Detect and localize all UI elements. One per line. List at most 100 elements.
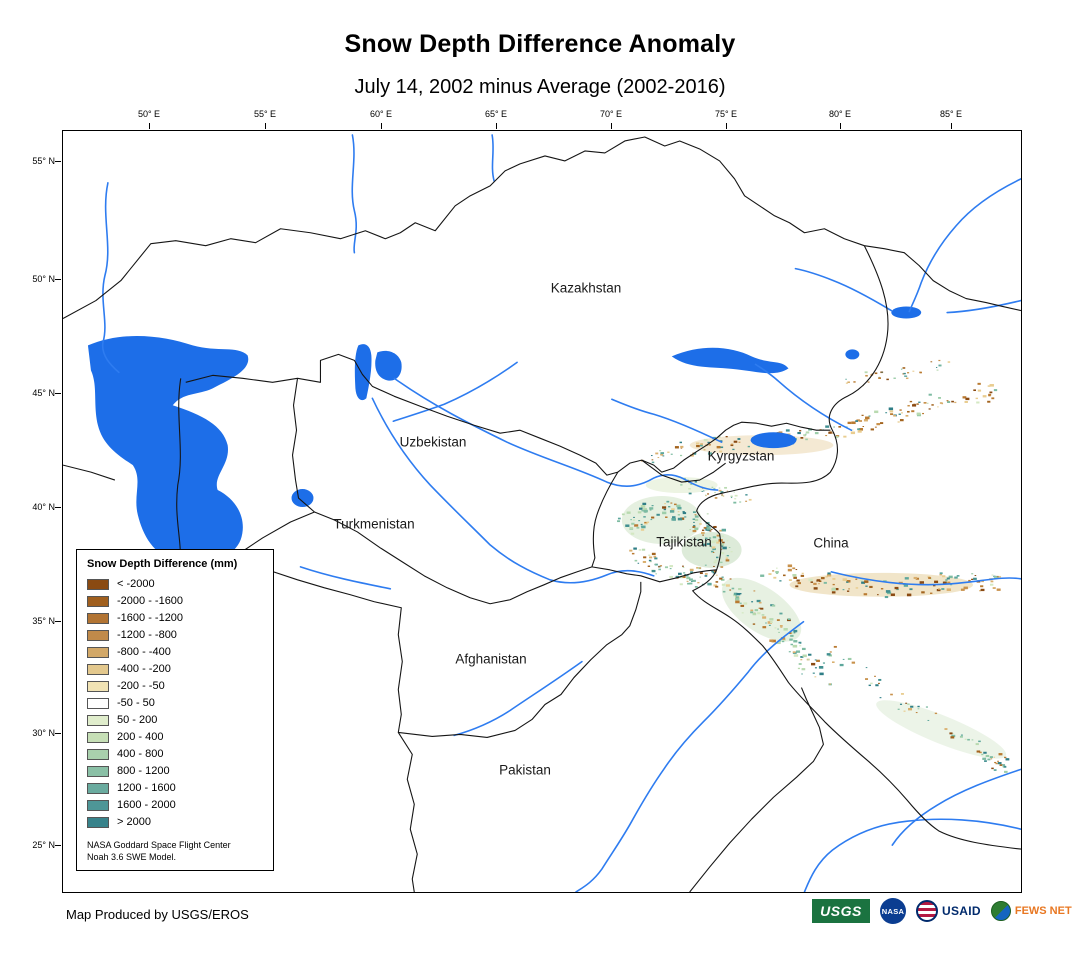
lat-tick-label: 30° N xyxy=(32,728,55,738)
border-tajik-west xyxy=(591,471,619,568)
lon-tick-label: 80° E xyxy=(828,109,852,119)
usaid-seal-icon xyxy=(916,900,938,922)
country-borders-layer xyxy=(63,136,1021,892)
lake-alakol xyxy=(845,349,860,360)
sarysu-river xyxy=(392,361,518,423)
lon-tick xyxy=(496,123,497,129)
indus-river xyxy=(575,620,805,892)
map-credit: Map Produced by USGS/EROS xyxy=(66,907,249,922)
ishim-river xyxy=(491,134,495,182)
legend-row: 800 - 1200 xyxy=(87,763,263,780)
lat-tick xyxy=(55,161,61,162)
lat-tick xyxy=(55,279,61,280)
aral-sea-east xyxy=(375,350,402,381)
lon-tick-label: 60° E xyxy=(369,109,393,119)
lon-tick-label: 75° E xyxy=(714,109,738,119)
lon-tick xyxy=(149,123,150,129)
legend-label: < -2000 xyxy=(117,578,155,590)
lon-tick-label: 70° E xyxy=(599,109,623,119)
sutlej-river xyxy=(803,818,1021,892)
tarim-river xyxy=(830,571,1021,586)
country-label-uzbekistan: Uzbekistan xyxy=(399,434,467,450)
border-caspian-crossing xyxy=(176,378,182,566)
legend-title: Snow Depth Difference (mm) xyxy=(87,558,238,570)
border-china-west xyxy=(692,245,1021,850)
legend-swatch xyxy=(87,783,109,794)
lon-tick-label: 85° E xyxy=(939,109,963,119)
legend-row: 1200 - 1600 xyxy=(87,780,263,797)
lon-tick xyxy=(265,123,266,129)
nasa-logo: NASA xyxy=(880,898,906,924)
page-title: Snow Depth Difference Anomaly xyxy=(344,30,736,58)
lake-balkhash xyxy=(671,347,789,374)
irtysh-river-lower xyxy=(794,267,893,312)
border-ustyurt xyxy=(291,378,315,513)
map-area: Snow Depth Difference (mm) < -2000 -2000 … xyxy=(32,109,1022,893)
legend-swatch xyxy=(87,732,109,743)
legend-label: 50 - 200 xyxy=(117,714,158,726)
rivers-layer xyxy=(101,134,1021,892)
legend-row: < -2000 xyxy=(87,576,263,593)
lat-tick-label: 50° N xyxy=(32,274,55,284)
lake-zaysan xyxy=(891,306,922,319)
border-afghan-north xyxy=(591,566,717,583)
usaid-logo-text: USAID xyxy=(942,904,981,918)
lake-sarygamysh xyxy=(291,489,314,508)
lon-tick-label: 50° E xyxy=(137,109,161,119)
page-subtitle: July 14, 2002 minus Average (2002-2016) xyxy=(354,76,726,98)
legend-label: -50 - 50 xyxy=(117,697,155,709)
nasa-logo-text: NASA xyxy=(881,906,905,916)
border-kazakh-uzbek-kyrgyz xyxy=(185,353,831,476)
border-west-caspian xyxy=(63,464,116,481)
brahmaputra-river xyxy=(891,768,1021,846)
legend-swatch xyxy=(87,800,109,811)
legend-row: 1600 - 2000 xyxy=(87,797,263,814)
legend-label: -800 - -400 xyxy=(117,646,171,658)
lakes-layer xyxy=(87,306,922,564)
legend-swatch xyxy=(87,647,109,658)
lon-tick xyxy=(726,123,727,129)
lat-tick xyxy=(55,507,61,508)
legend-swatch xyxy=(87,715,109,726)
border-pakistan-india xyxy=(689,687,824,892)
legend-row: -400 - -200 xyxy=(87,661,263,678)
fewsnet-globe-icon xyxy=(990,901,1011,921)
country-label-tajikistan: Tajikistan xyxy=(656,534,712,550)
usgs-logo: USGS xyxy=(812,899,870,923)
legend-source-line2: Noah 3.6 SWE Model. xyxy=(87,852,177,863)
lat-tick xyxy=(55,621,61,622)
legend-row: 50 - 200 xyxy=(87,712,263,729)
border-kazakhstan-russia xyxy=(63,136,1021,319)
emba-river xyxy=(351,134,358,254)
lat-tick-label: 55° N xyxy=(32,156,55,166)
legend-row: 200 - 400 xyxy=(87,729,263,746)
fewsnet-logo: FEWS NET xyxy=(990,901,1072,921)
border-turkmen-uzbek xyxy=(232,511,593,605)
usaid-logo: USAID xyxy=(916,900,981,922)
lon-tick xyxy=(840,123,841,129)
legend-row: -50 - 50 xyxy=(87,695,263,712)
legend: Snow Depth Difference (mm) < -2000 -2000 … xyxy=(76,549,274,872)
legend-label: > 2000 xyxy=(117,816,151,828)
lon-tick xyxy=(381,123,382,129)
legend-label: 200 - 400 xyxy=(117,731,164,743)
legend-source-line1: NASA Goddard Space Flight Center xyxy=(87,840,231,850)
black-irtysh-river xyxy=(946,299,1021,314)
logo-strip: USGS NASA USAID FEWS NET xyxy=(812,897,1072,925)
lat-tick xyxy=(55,845,61,846)
caspian-sea xyxy=(87,335,249,564)
legend-swatch xyxy=(87,681,109,692)
legend-row: -1200 - -800 xyxy=(87,627,263,644)
karakum-canal xyxy=(299,566,392,590)
ural-river xyxy=(101,182,120,374)
usgs-logo-text: USGS xyxy=(820,903,862,919)
legend-swatch xyxy=(87,613,109,624)
map-svg xyxy=(63,134,1021,892)
amu-darya-river xyxy=(371,397,655,584)
country-label-pakistan: Pakistan xyxy=(499,762,551,778)
helmand-river xyxy=(453,660,583,737)
lat-tick-label: 40° N xyxy=(32,502,55,512)
legend-row: > 2000 xyxy=(87,814,263,831)
legend-swatch xyxy=(87,596,109,607)
lat-tick xyxy=(55,393,61,394)
